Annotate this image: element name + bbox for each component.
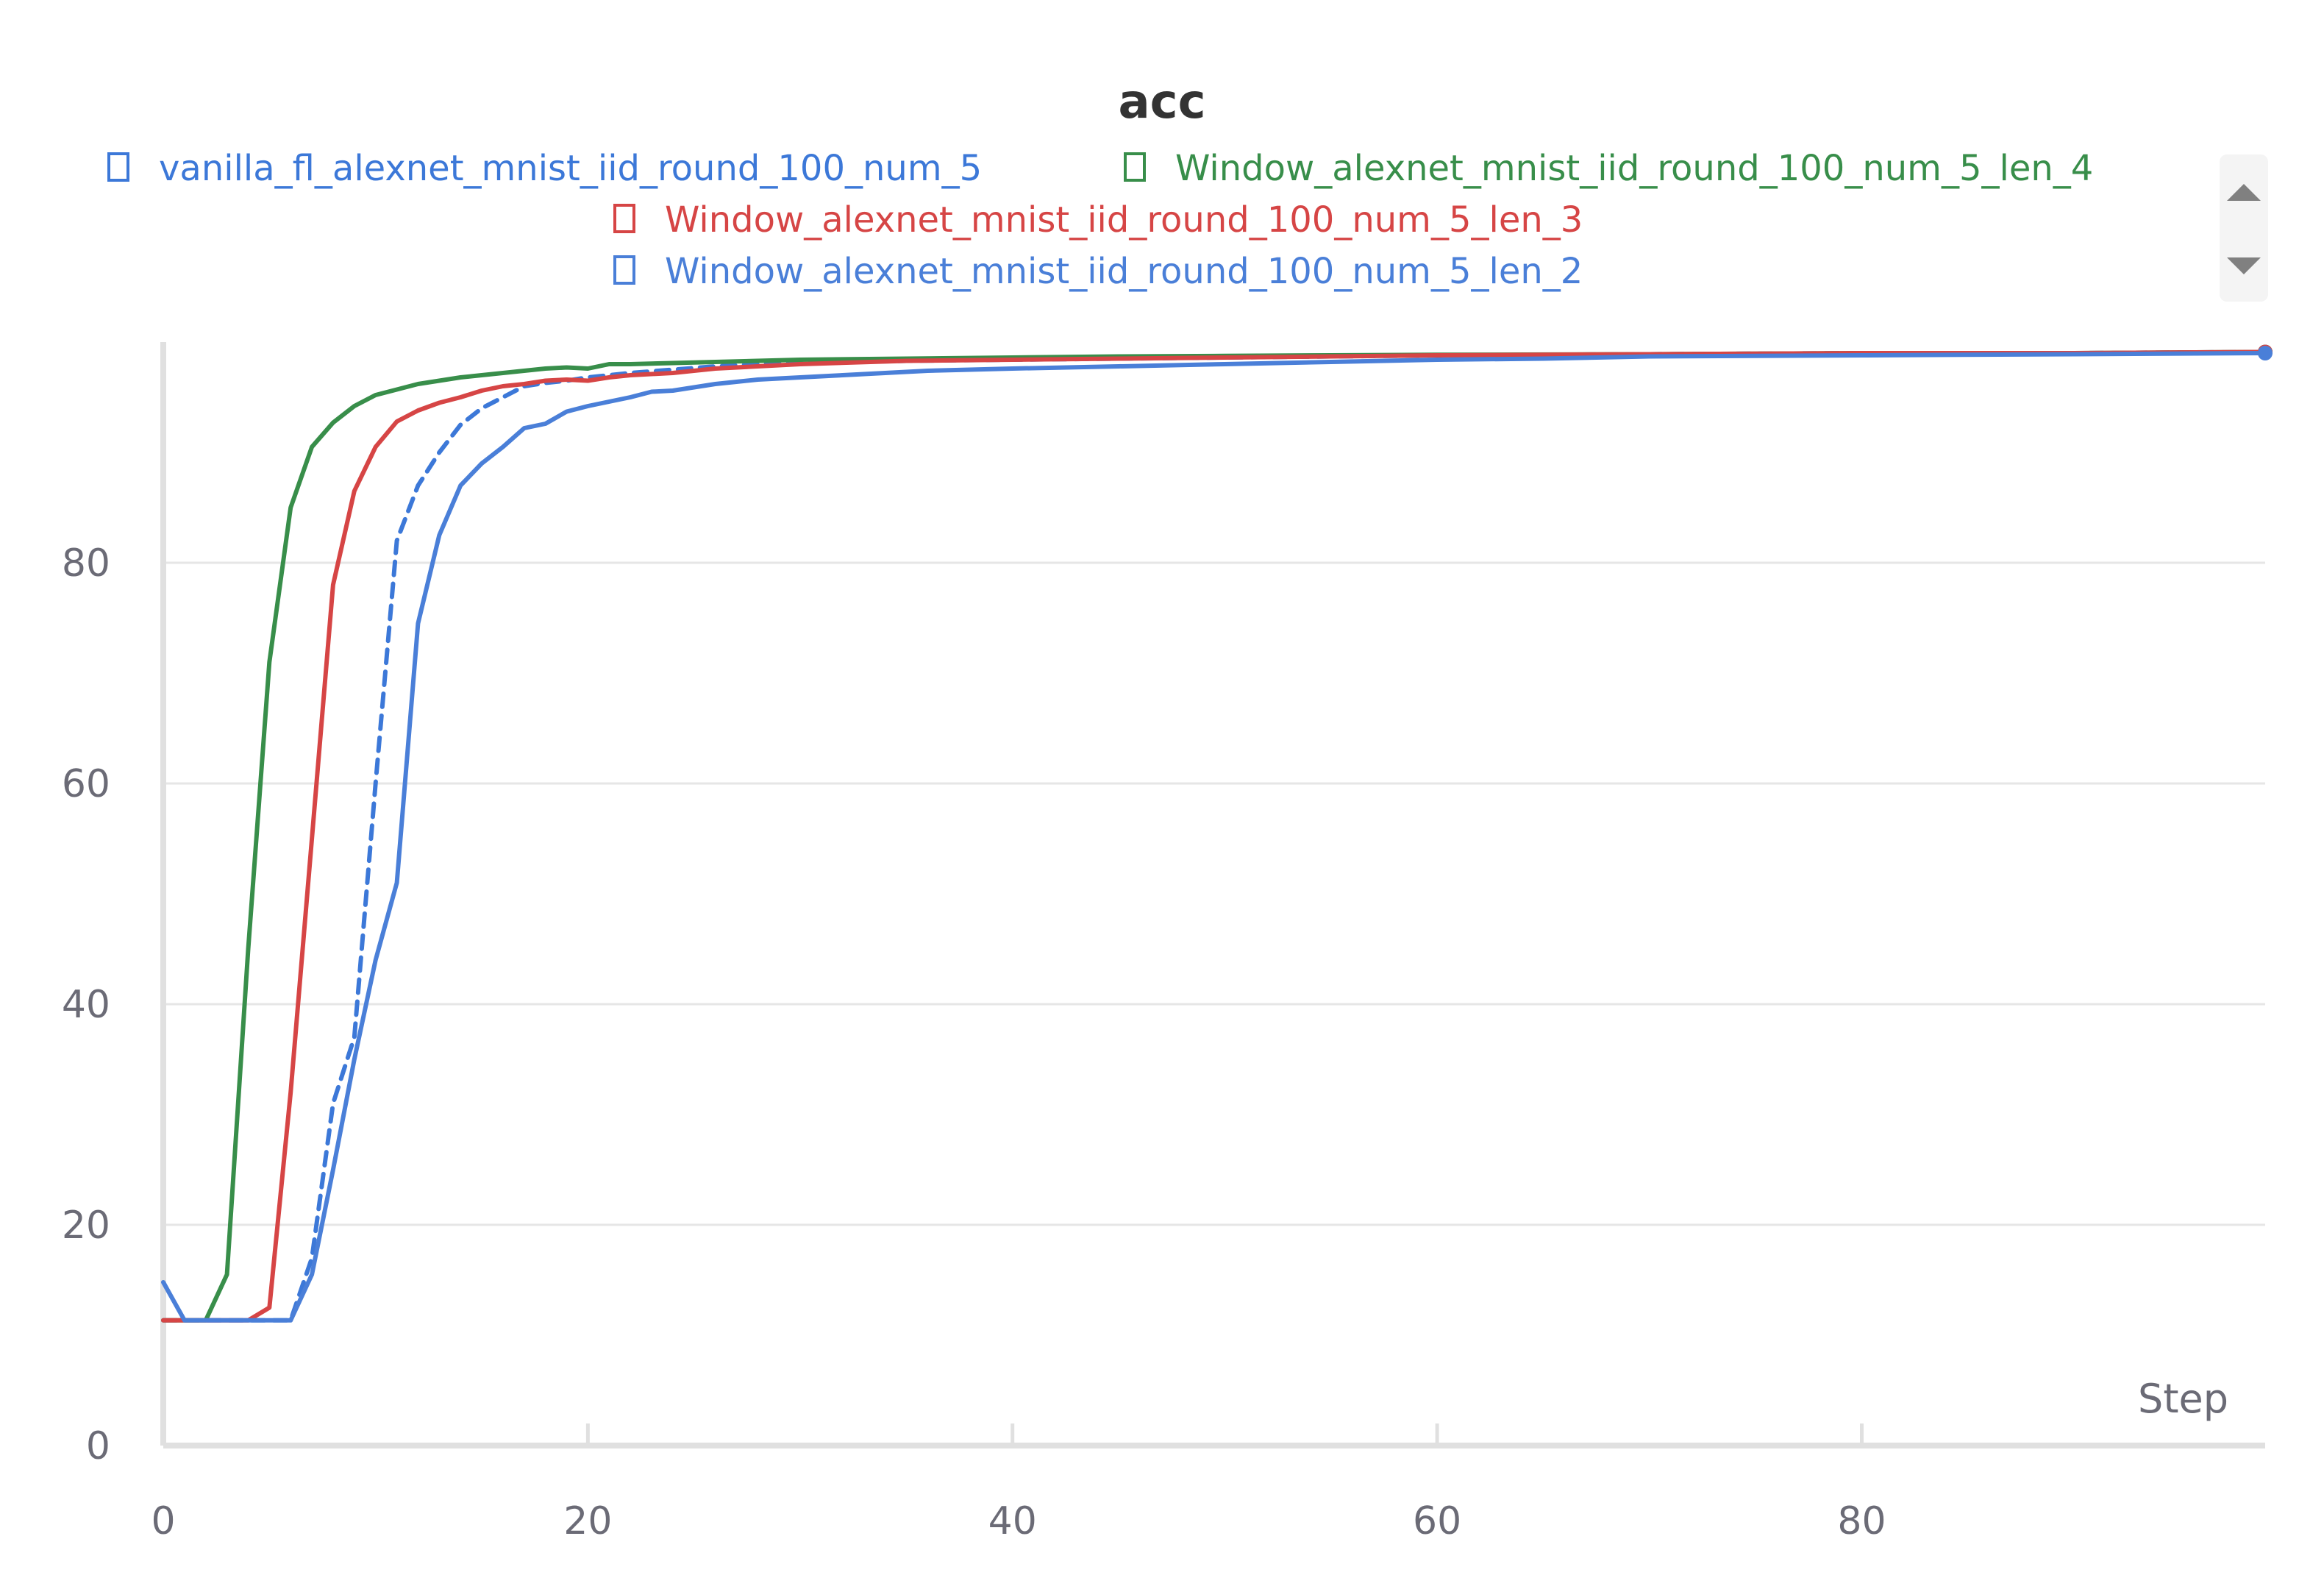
axes	[160, 342, 2265, 1448]
legend-label: vanilla_fl_alexnet_mnist_iid_round_100_n…	[159, 148, 982, 189]
x-tick-label-60: 60	[1413, 1499, 1461, 1543]
legend-item-1[interactable]: vanilla_fl_alexnet_mnist_iid_round_100_n…	[107, 148, 982, 189]
legend-item-4[interactable]: Window_alexnet_mnist_iid_round_100_num_5…	[613, 251, 1583, 292]
x-axis-ticks: 0 20 40 60 80	[151, 1423, 1886, 1543]
grid-lines	[163, 561, 2265, 1226]
legend-item-2[interactable]: Window_alexnet_mnist_iid_round_100_num_5…	[1124, 148, 2093, 189]
y-tick-label-0: 0	[86, 1424, 110, 1468]
legend-scroll-track	[2220, 154, 2268, 302]
scroll-up-icon[interactable]	[2227, 184, 2261, 201]
legend-swatch-icon	[613, 255, 635, 285]
scroll-down-icon[interactable]	[2227, 257, 2261, 274]
legend: vanilla_fl_alexnet_mnist_iid_round_100_n…	[107, 148, 2093, 292]
series-line-3	[161, 349, 2267, 1323]
y-tick-label-20: 20	[62, 1204, 110, 1248]
legend-scroll-control[interactable]	[2220, 154, 2268, 302]
legend-swatch-icon	[613, 204, 635, 233]
legend-swatch-icon	[1124, 152, 1146, 182]
chart-title: acc	[1118, 75, 1205, 129]
series-line-4	[161, 351, 2267, 1323]
series-end-point-4	[2258, 346, 2273, 360]
x-tick-label-80: 80	[1837, 1499, 1886, 1543]
legend-label: Window_alexnet_mnist_iid_round_100_num_5…	[1175, 148, 2093, 189]
y-tick-label-40: 40	[62, 983, 110, 1027]
x-axis-label: Step	[2138, 1376, 2228, 1422]
x-tick-label-0: 0	[151, 1499, 175, 1543]
legend-label: Window_alexnet_mnist_iid_round_100_num_5…	[665, 251, 1583, 292]
series-lines	[161, 344, 2273, 1323]
legend-label: Window_alexnet_mnist_iid_round_100_num_5…	[665, 199, 1583, 241]
x-tick-label-40: 40	[988, 1499, 1037, 1543]
y-axis-ticks: 0 20 40 60 80	[62, 541, 110, 1468]
series-line-2	[161, 349, 2267, 1323]
y-tick-label-60: 60	[62, 762, 110, 806]
legend-item-3[interactable]: Window_alexnet_mnist_iid_round_100_num_5…	[613, 199, 1583, 241]
x-tick-label-20: 20	[563, 1499, 612, 1543]
legend-swatch-icon	[107, 152, 129, 182]
y-tick-label-80: 80	[62, 541, 110, 586]
series-line-1	[161, 349, 2267, 1323]
